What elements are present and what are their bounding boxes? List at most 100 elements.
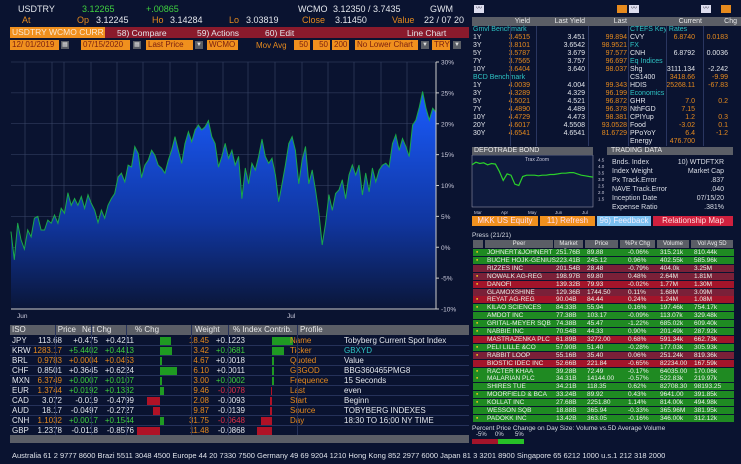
fx-row[interactable]: CHF 0.8501 +0.3645 +0.6224 6.10 +0.0011 [10, 366, 469, 376]
ma1-input[interactable]: 50 [294, 40, 310, 50]
column-header[interactable]: % Index Contrib. [233, 325, 293, 334]
column-header[interactable]: Weight [195, 325, 220, 334]
fx-row[interactable]: AUD 18.17 -0.0497 -0.2727 9.87 -0.0139 [10, 406, 469, 416]
column-header[interactable]: %Px Chg [620, 240, 655, 248]
last-price: 96.378 [605, 106, 627, 113]
peer-row[interactable]: ▪ MOORFIELD & BCA 33.24B 89.92 0.43% 9641.00 3… [473, 391, 734, 400]
peer-row[interactable]: ▪ PADOKK INC 13.42B 363.05 -0.16% 346.00k 312.… [473, 414, 734, 423]
chart-icon[interactable]: 〰 [701, 5, 711, 13]
peer-row[interactable]: WESSON SQB 18.88B 365.94 -0.33% 365.96M 381.9… [473, 407, 734, 415]
peer-row[interactable]: ▪ JOHNERT&JOHNERT 251.76B 89.88 -0.06% 315.21… [473, 249, 734, 257]
column-header[interactable]: Market Cap [554, 240, 583, 255]
chart-icon[interactable]: 〰 [474, 5, 484, 13]
compare-menu[interactable]: 58) Compare [117, 28, 167, 38]
rate-name[interactable]: Shg [630, 66, 643, 73]
peer-row[interactable]: ▪ DANOFI 139.32B 79.93 -0.02% 1.77M 1.30M [473, 280, 734, 289]
trading-value[interactable]: 10) WTDFTXR [677, 159, 724, 166]
bond-chart[interactable]: 4.54.0 3.53.0 2.52.0 1.5 Mar Apr May Jun Jul Trax… [470, 155, 606, 217]
column-header[interactable]: Price [585, 240, 618, 248]
relationship-map-button[interactable]: Relationship Map [653, 216, 733, 226]
price: 3.072 [41, 396, 62, 405]
horizontal-scrollbar[interactable] [10, 435, 469, 443]
popout-icon[interactable] [617, 5, 627, 13]
peer-row[interactable]: ▪ PELI LILLE &CO 57.90B 51.40 -0.28% 177.03k 3… [473, 343, 734, 352]
column-header[interactable]: Current [678, 18, 702, 25]
chevron-down-icon[interactable]: ▼ [421, 41, 429, 49]
trax-zoom-label[interactable]: Trax Zoom [525, 157, 549, 163]
peer-row[interactable]: ▪ BUCHE HOJK-GENIUS 223.41B 245.12 0.96% 402.… [473, 256, 734, 265]
column-header[interactable]: Price [57, 325, 76, 334]
peer-row[interactable]: ▪ RACTER KHAA 39.28B 72.49 -0.17% 64035.00 170… [473, 367, 734, 376]
peer-row[interactable]: RIZZES INC 201.54B 28.48 -0.79% 404.0k 3.25M [473, 264, 734, 273]
fx-row[interactable]: EUR 1.3744 +0.0192 +0.1332 9.46 -0.0078 [10, 386, 469, 396]
peer-row[interactable]: ▪ KILAO SCIENCES 84.33B 55.94 0.16% 197.46k 75… [473, 304, 734, 313]
fx-row[interactable]: KRW 1283.17 +5.4402 +0.4413 3.42 +0.0681 [10, 346, 469, 356]
fx-row[interactable]: CNH 1.1032 +0.0017 +0.1544 31.75 -0.0648 [10, 416, 469, 426]
column-header[interactable]: Yield [514, 18, 530, 25]
peer-row[interactable]: AMDOT INC 77.38B 103.17 -0.09% 113.07k 329.48… [473, 312, 734, 321]
peer-row[interactable]: ▪ GRITAL-MEYER SQB 74.38B 45.47 -1.22% 685.02… [473, 320, 734, 329]
weight: 9.87 [193, 406, 209, 415]
column-header[interactable]: % Chg [135, 325, 160, 334]
price-chart[interactable]: 30% 25% 20% 15% 10% 5% 0% -5% -10% Jun Jul [0, 52, 470, 322]
source-input[interactable]: WCMO [207, 40, 238, 50]
peer-row[interactable]: ▪ NOWALK AG-REG 198.97B 69.80 0.48% 2.64M 1.81… [473, 272, 734, 281]
column-divider [126, 325, 127, 435]
peer-row[interactable]: BIOSTIC IDEC INC 52.66B 221.84 -0.65% 82234.… [473, 359, 734, 368]
peer-row[interactable]: SHIRES TUE 34.21B 118.35 0.62% 82708.30 98193… [473, 383, 734, 392]
currency-select[interactable]: TRY [432, 40, 450, 50]
start-date-input[interactable]: 12/ 01/2019 [10, 40, 59, 50]
rate-name[interactable]: NthFGD [630, 106, 656, 113]
refresh-button[interactable]: 11) Refresh [540, 216, 595, 226]
chart-icon[interactable]: 〰 [629, 5, 639, 13]
chevron-down-icon[interactable]: ▼ [453, 41, 461, 49]
pct-change: -0.17% [628, 367, 649, 375]
actions-menu[interactable]: 59) Actions [197, 28, 240, 38]
calendar-icon[interactable]: ▦ [61, 41, 69, 49]
edit-menu[interactable]: 60) Edit [265, 28, 295, 38]
fx-row[interactable]: JPY 113.68 +0.475 +0.4211 18.45 +0.1223 [10, 336, 469, 346]
peer-row[interactable]: MASTRAZENKA PLC 61.89B 3272.00 0.68% 591.34k… [473, 335, 734, 344]
rate-name[interactable]: CPIYup [630, 114, 654, 121]
rate-name[interactable]: HDIS [630, 82, 647, 89]
rate-name[interactable]: PPoYoY [630, 130, 656, 137]
rate-name[interactable]: CVY [630, 34, 645, 41]
fx-row[interactable]: BRL 0.9783 +0.0004 +0.0453 4.67 +0.0018 [10, 356, 469, 366]
rate-name[interactable]: Energy [630, 138, 653, 145]
chart-type-label[interactable]: Line Chart [407, 28, 447, 38]
security-button[interactable]: USDTRY WCMO CURR [10, 27, 105, 38]
peer-row[interactable]: ▪ REYAT AG-REG 90.04B 84.44 0.24% 1.24M 1.08M [473, 296, 734, 305]
fx-row[interactable]: MXN 6.3749 +0.0007 +0.0107 3.00 +0.0002 [10, 376, 469, 386]
calendar-icon[interactable]: ▦ [133, 41, 141, 49]
field-select[interactable]: Last Price [146, 40, 193, 50]
column-header[interactable]: Volume [657, 240, 689, 248]
pct-change: 0.48% [628, 272, 647, 280]
rate-name[interactable]: Food [630, 122, 646, 129]
column-header[interactable]: Last [613, 18, 627, 25]
ma2-input[interactable]: 50 [313, 40, 330, 50]
column-header[interactable]: Vol Avg 5D [691, 240, 733, 248]
peer-row[interactable]: ▪ RABBIT LOOP 55.16B 35.40 0.06% 251.24k 819.3… [473, 351, 734, 360]
lower-chart-select[interactable]: No Lower Chart [355, 40, 418, 50]
chevron-down-icon[interactable]: ▼ [195, 41, 203, 49]
rate-name[interactable]: CS1400 [630, 74, 656, 81]
column-header[interactable]: Last Yield [554, 18, 585, 25]
ma3-input[interactable]: 200 [332, 40, 349, 50]
fx-row[interactable]: CAD 3.072 -0.019 -0.4799 2.08 -0.0093 [10, 396, 469, 406]
peer-row[interactable]: ▪ MALARIAN PLC 34.31B 14144.00 -0.57% 522.83k… [473, 375, 734, 384]
column-header[interactable]: Chg [724, 18, 737, 25]
rate-name[interactable]: GHR [630, 98, 646, 105]
column-header[interactable]: Peer [485, 240, 553, 248]
rate-name[interactable]: CNH [630, 50, 646, 57]
column-header[interactable]: ISO [12, 325, 26, 334]
peer-row[interactable]: GLAMOXSHINE 129.36B 1744.50 0.11% 1.68M 3.09M [473, 288, 734, 297]
popout-icon[interactable] [721, 5, 731, 13]
tenor: 7Y [473, 58, 482, 65]
feedback-button[interactable]: 96) Feedback [597, 216, 651, 226]
column-header[interactable]: Net Chg [82, 325, 112, 334]
peer-row[interactable]: ▪ KOLLAT INC 27.68B 2251.80 1.14% 814.00k 494.… [473, 399, 734, 408]
equity-button[interactable]: MKK US Equity [472, 216, 538, 226]
end-date-input[interactable]: 07/15/2020 [81, 40, 130, 50]
data-point [295, 149, 296, 151]
peer-row[interactable]: ▪ NABBIE INC 70.54B 44.33 0.90% 201.49k 287.92… [473, 328, 734, 336]
